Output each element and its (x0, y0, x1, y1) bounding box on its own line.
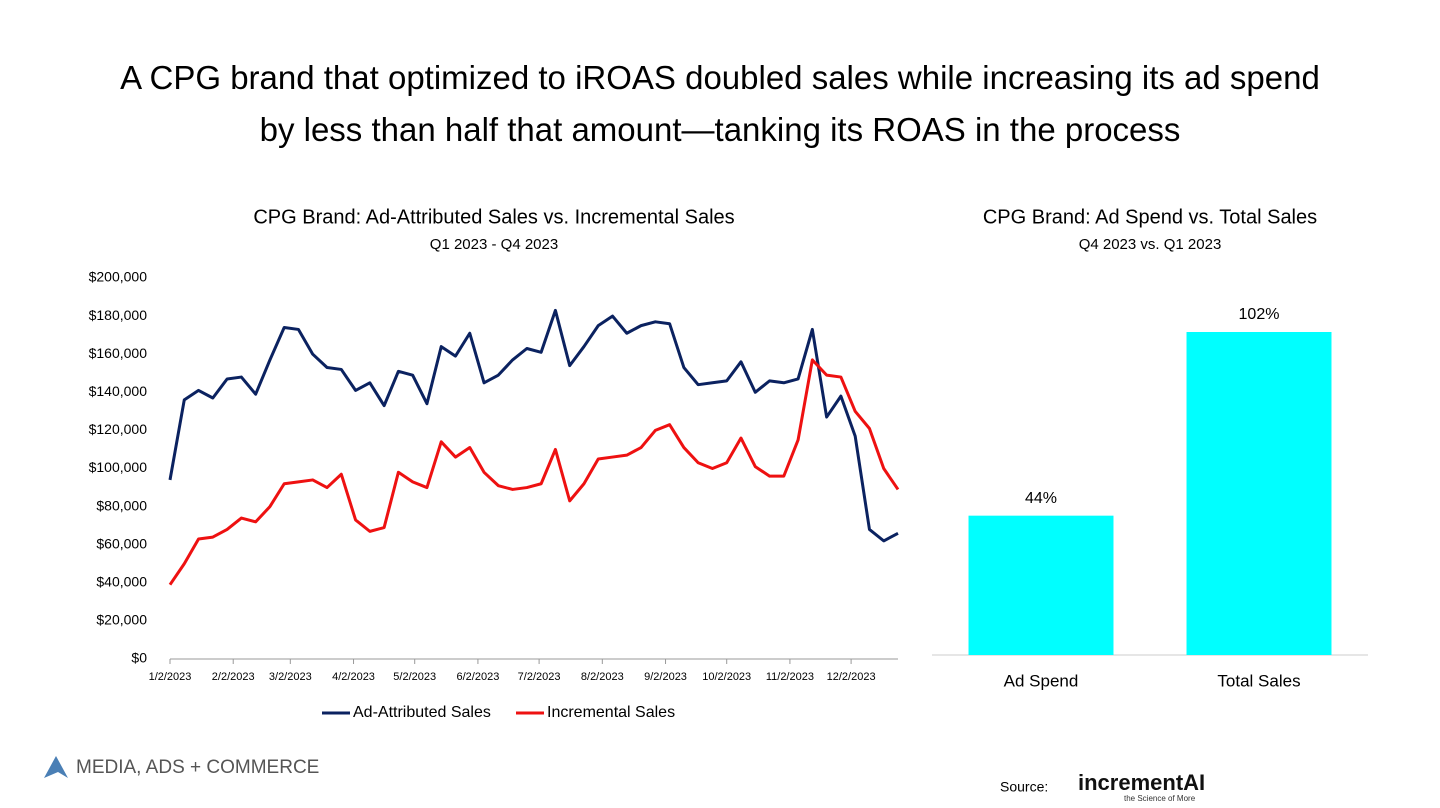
source-logo: incrementAI (1078, 770, 1205, 795)
y-tick-label: $140,000 (89, 383, 148, 399)
brand-icon (44, 756, 68, 778)
series-line (168, 308, 899, 543)
legend-label: Incremental Sales (547, 704, 675, 721)
x-tick-label: 2/2/2023 (212, 671, 255, 683)
x-tick-label: 12/2/2023 (827, 671, 876, 683)
chart-subtitle: Q4 2023 vs. Q1 2023 (1079, 236, 1222, 253)
bar (968, 515, 1114, 655)
x-tick-label: 11/2/2023 (766, 671, 814, 683)
x-tick-label: 9/2/2023 (644, 671, 687, 683)
x-tick-label: 5/2/2023 (393, 671, 436, 683)
source-label: Source: (1000, 779, 1048, 795)
bar (1186, 332, 1332, 655)
chart-subtitle: Q1 2023 - Q4 2023 (430, 236, 558, 253)
value-label: 44% (1025, 490, 1057, 507)
brand-name: MEDIA, ADS + COMMERCE (76, 757, 319, 778)
x-tick-label: 4/2/2023 (332, 671, 375, 683)
y-tick-label: $20,000 (96, 612, 147, 628)
y-tick-label: $200,000 (89, 269, 148, 285)
x-tick-label: 6/2/2023 (457, 671, 500, 683)
legend-label: Ad-Attributed Sales (353, 704, 491, 721)
value-label: 102% (1239, 306, 1280, 323)
title-box: A CPG brand that optimized to iROAS doub… (120, 59, 1320, 148)
category-label: Ad Spend (1004, 671, 1079, 690)
x-tick-label: 1/2/2023 (149, 671, 192, 683)
y-tick-label: $100,000 (89, 459, 148, 475)
brand-logo: MEDIA, ADS + COMMERCE (44, 756, 319, 778)
chart-title: CPG Brand: Ad Spend vs. Total Sales (983, 206, 1317, 228)
category-label: Total Sales (1217, 671, 1300, 690)
x-tick-label: 7/2/2023 (518, 671, 561, 683)
y-tick-label: $160,000 (89, 345, 148, 361)
y-tick-label: $120,000 (89, 421, 148, 437)
x-tick-label: 3/2/2023 (269, 671, 312, 683)
series-line (168, 358, 900, 586)
chart-title: CPG Brand: Ad-Attributed Sales vs. Incre… (253, 206, 734, 228)
x-tick-label: 8/2/2023 (581, 671, 624, 683)
source-tagline: the Science of More (1124, 794, 1196, 803)
y-tick-label: $180,000 (89, 307, 148, 323)
y-tick-label: $40,000 (96, 574, 147, 590)
slide-title: A CPG brand that optimized to iROAS doub… (120, 59, 1320, 148)
y-tick-label: $0 (131, 650, 147, 666)
y-tick-label: $60,000 (96, 535, 147, 551)
x-tick-label: 10/2/2023 (702, 671, 751, 683)
y-tick-label: $80,000 (96, 497, 147, 513)
